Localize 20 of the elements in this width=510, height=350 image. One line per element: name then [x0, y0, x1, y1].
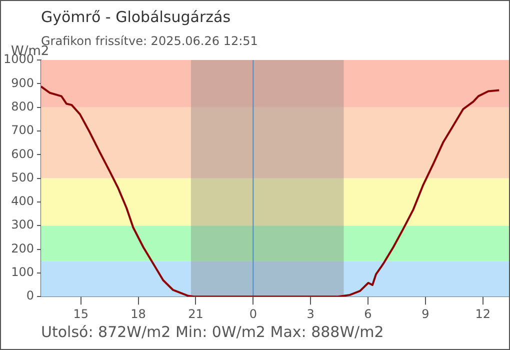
text: Utolsó: 872W/m2 Min: 0W/m2 Max: 888W/m2 — [41, 323, 384, 341]
chart-title: Gyömrő - Globálsugárzás — [41, 8, 231, 26]
y-tick-label: 200 — [11, 241, 34, 256]
x-tick-label: 0 — [249, 306, 257, 321]
y-tick-label: 500 — [11, 170, 34, 184]
x-tick-label: 6 — [364, 306, 372, 321]
x-tick-label: 18 — [130, 306, 146, 321]
x-tick-label: 21 — [188, 306, 204, 321]
x-tick-label: 9 — [422, 306, 430, 321]
y-tick-label: 100 — [11, 265, 34, 280]
x-tick-label: 15 — [73, 306, 89, 321]
x-tick-label: 3 — [306, 306, 314, 321]
y-tick-label: 600 — [11, 146, 34, 161]
y-tick-label: 700 — [11, 123, 34, 138]
y-tick-label: 0 — [26, 288, 34, 303]
y-tick-label: 900 — [11, 76, 34, 90]
y-tick-label: 300 — [11, 218, 34, 232]
x-tick-label: 12 — [475, 306, 490, 321]
y-tick-label: 800 — [11, 99, 34, 114]
y-tick-label: 400 — [11, 194, 34, 208]
